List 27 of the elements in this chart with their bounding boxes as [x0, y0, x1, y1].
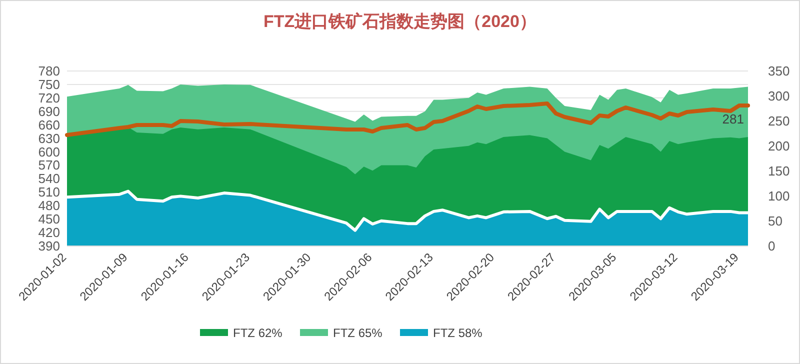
- y-tick-label: 600: [38, 144, 60, 160]
- y-tick-label: 510: [38, 184, 60, 200]
- y-tick-label: 780: [38, 64, 60, 78]
- y2-tick-label: 350: [768, 64, 790, 78]
- y2-tick-label: 300: [768, 88, 790, 104]
- legend-label: FTZ 62%: [233, 326, 283, 340]
- y-tick-label: 660: [38, 117, 60, 132]
- y2-tick-label: 0: [768, 238, 776, 254]
- y-tick-label: 690: [38, 104, 60, 119]
- y-tick-label: 720: [38, 90, 60, 106]
- y-tick-label: 390: [38, 238, 60, 254]
- y2-tick-label: 100: [768, 188, 790, 204]
- y2-tick-label: 250: [768, 114, 790, 128]
- legend-label: FTZ 65%: [333, 326, 383, 340]
- y-tick-label: 480: [38, 198, 60, 214]
- data-label: 281: [722, 112, 744, 126]
- y-tick-label: 570: [38, 158, 60, 173]
- y-tick-label: 540: [38, 171, 60, 186]
- y-tick-label: 450: [38, 212, 60, 227]
- y2-tick-label: 150: [768, 164, 790, 178]
- y-tick-label: 750: [38, 76, 60, 92]
- chart-title: FTZ进口铁矿石指数走势图（2020）: [264, 12, 536, 31]
- y-tick-label: 630: [38, 130, 60, 146]
- y2-tick-label: 50: [768, 214, 782, 228]
- y-tick-label: 420: [38, 225, 60, 240]
- legend-label: FTZ 58%: [433, 326, 483, 340]
- y2-tick-label: 200: [768, 138, 790, 154]
